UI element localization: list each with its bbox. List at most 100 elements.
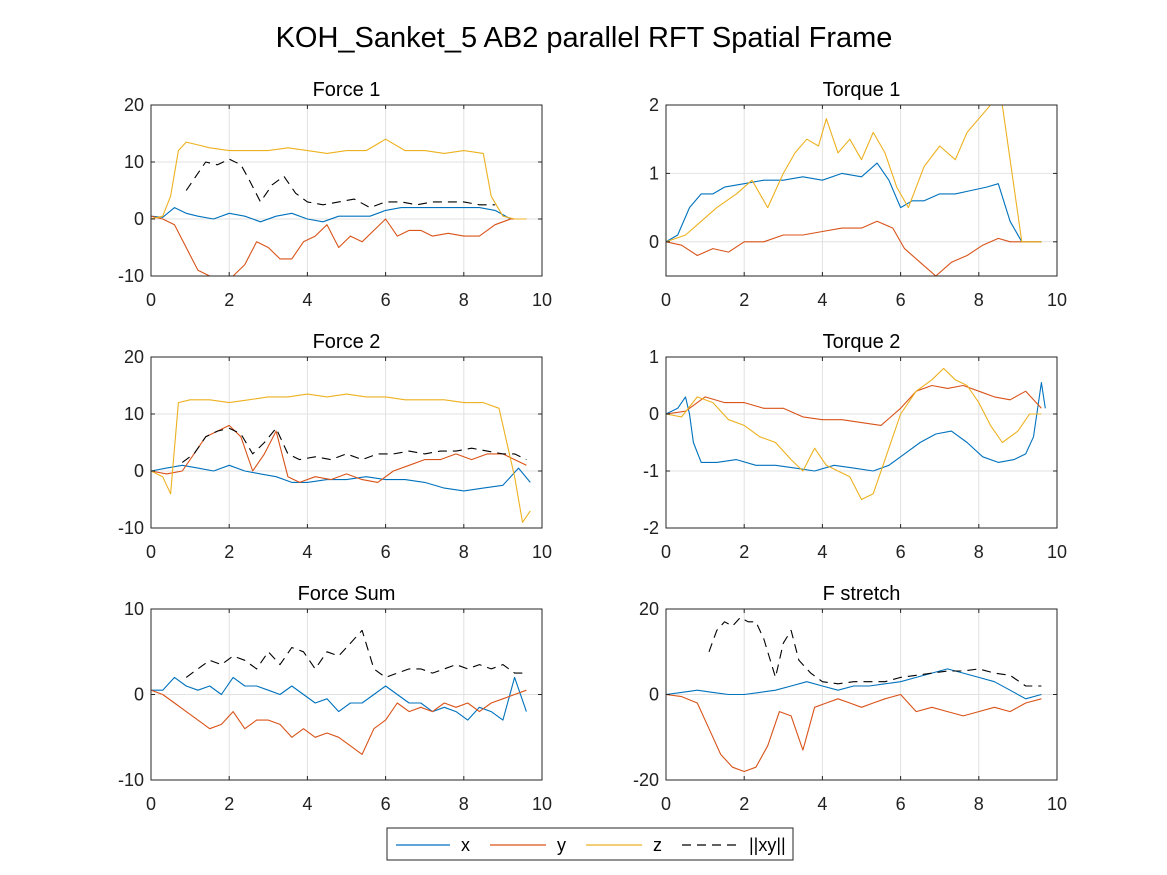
- force-sum-series-xy: [185, 629, 527, 678]
- force-1-xtick-label: 4: [302, 290, 312, 310]
- force-sum-xtick-label: 8: [459, 794, 469, 814]
- force-sum-ytick-label: 10: [124, 599, 144, 619]
- torque-1-ytick-label: 0: [649, 232, 659, 252]
- force-2-ytick-label: 20: [124, 347, 144, 367]
- legend-label-y: y: [557, 835, 566, 855]
- torque-2-ytick-label: 0: [649, 404, 659, 424]
- legend-label-z: z: [653, 835, 662, 855]
- torque-1-xtick-label: 6: [896, 290, 906, 310]
- force-2-title: Force 2: [313, 331, 381, 353]
- torque-1-xtick-label: 8: [974, 290, 984, 310]
- torque-2-title: Torque 2: [823, 331, 901, 353]
- f-stretch-ytick-label: 0: [649, 685, 659, 705]
- force-1-xtick-label: 0: [146, 290, 156, 310]
- panel-torque-2: 0 2 4 6 8 10 -2 -1 0 1 Torque 2: [643, 331, 1067, 562]
- force-1-plot-area: [151, 105, 542, 276]
- f-stretch-series-x: [666, 668, 1042, 700]
- force-1-ytick-label: -10: [118, 266, 144, 286]
- torque-1-title: Torque 1: [823, 79, 901, 101]
- force-2-series-y: [151, 424, 527, 483]
- f-stretch-title: F stretch: [823, 583, 901, 605]
- force-sum-xtick-label: 4: [302, 794, 312, 814]
- force-2-ytick-label: -10: [118, 518, 144, 538]
- torque-1-axes-box: [665, 104, 1058, 277]
- f-stretch-series-xy: [708, 616, 1042, 687]
- f-stretch-xtick-label: 6: [896, 794, 906, 814]
- torque-2-xtick-label: 6: [896, 542, 906, 562]
- torque-1-xtick-label: 0: [661, 290, 671, 310]
- legend-label-x: x: [461, 835, 470, 855]
- force-1-series-xy: [185, 158, 496, 209]
- force-1-xtick-label: 10: [532, 290, 552, 310]
- force-2-axes-box: [150, 356, 543, 529]
- force-2-series-z: [151, 393, 531, 523]
- f-stretch-ytick-label: -20: [633, 770, 659, 790]
- force-2-ytick-label: 0: [134, 461, 144, 481]
- legend-box: [386, 827, 794, 861]
- torque-1-xtick-label: 10: [1047, 290, 1067, 310]
- force-1-title: Force 1: [313, 79, 381, 101]
- torque-1-ytick-label: 1: [649, 163, 659, 183]
- torque-1-plot-area: [666, 105, 1057, 276]
- torque-2-ytick-label: 1: [649, 347, 659, 367]
- f-stretch-xtick-label: 2: [739, 794, 749, 814]
- force-1-xtick-label: 2: [224, 290, 234, 310]
- torque-1-xtick-label: 2: [739, 290, 749, 310]
- torque-2-xtick-label: 4: [817, 542, 827, 562]
- torque-1-series-y: [666, 220, 1042, 276]
- f-stretch-xtick-label: 4: [817, 794, 827, 814]
- force-2-xtick-label: 4: [302, 542, 312, 562]
- panel-torque-1: 0 2 4 6 8 10 0 1 2 Torque 1: [649, 79, 1067, 310]
- force-2-xtick-label: 2: [224, 542, 234, 562]
- torque-2-series-z: [666, 367, 1042, 501]
- torque-2-plot-area: [666, 357, 1057, 528]
- torque-2-ytick-label: -1: [643, 461, 659, 481]
- force-1-series-x: [151, 207, 527, 223]
- force-2-series-x: [151, 464, 531, 492]
- force-sum-xtick-label: 10: [532, 794, 552, 814]
- force-sum-ytick-label: -10: [118, 770, 144, 790]
- force-1-axes-box: [150, 104, 543, 277]
- torque-2-xtick-label: 2: [739, 542, 749, 562]
- torque-1-series-x: [666, 162, 1042, 243]
- force-sum-xtick-label: 6: [381, 794, 391, 814]
- f-stretch-xtick-label: 0: [661, 794, 671, 814]
- force-2-series-xy: [181, 427, 527, 463]
- force-2-xtick-label: 0: [146, 542, 156, 562]
- legend-label-xy: ||xy||: [749, 835, 786, 855]
- f-stretch-series-y: [666, 693, 1042, 773]
- f-stretch-ytick-label: 20: [639, 599, 659, 619]
- force-1-series-y: [151, 215, 527, 276]
- force-1-ytick-label: 10: [124, 152, 144, 172]
- torque-1-xtick-label: 4: [817, 290, 827, 310]
- torque-2-series-y: [666, 384, 1042, 426]
- force-sum-xtick-label: 0: [146, 794, 156, 814]
- force-1-xtick-label: 8: [459, 290, 469, 310]
- torque-2-series-x: [666, 382, 1046, 472]
- force-1-ytick-label: 20: [124, 95, 144, 115]
- force-sum-series-y: [151, 689, 527, 755]
- force-sum-title: Force Sum: [298, 583, 396, 605]
- torque-2-ytick-label: -2: [643, 518, 659, 538]
- torque-1-series-z: [666, 105, 1042, 243]
- force-2-plot-area: [151, 357, 542, 528]
- force-1-xtick-label: 6: [381, 290, 391, 310]
- figure-title: KOH_Sanket_5 AB2 parallel RFT Spatial Fr…: [276, 22, 893, 54]
- force-2-xtick-label: 8: [459, 542, 469, 562]
- f-stretch-xtick-label: 8: [974, 794, 984, 814]
- force-2-xtick-label: 10: [532, 542, 552, 562]
- torque-2-axes-box: [665, 356, 1058, 529]
- torque-2-xtick-label: 8: [974, 542, 984, 562]
- force-2-xtick-label: 6: [381, 542, 391, 562]
- force-1-ytick-label: 0: [134, 209, 144, 229]
- legend: x y z ||xy||: [386, 827, 794, 861]
- force-sum-xtick-label: 2: [224, 794, 234, 814]
- force-sum-ytick-label: 0: [134, 685, 144, 705]
- force-sum-series-x: [151, 676, 527, 721]
- f-stretch-xtick-label: 10: [1047, 794, 1067, 814]
